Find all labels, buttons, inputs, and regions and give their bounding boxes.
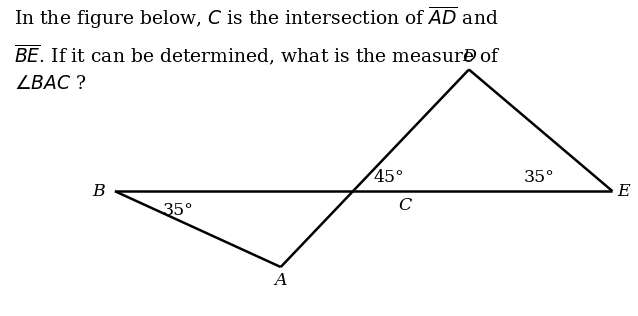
Text: 35°: 35° [163, 202, 193, 219]
Text: E: E [618, 183, 630, 200]
Text: B: B [93, 183, 105, 200]
Text: 45°: 45° [373, 169, 404, 186]
Text: A: A [274, 272, 287, 289]
Text: D: D [462, 48, 476, 65]
Text: In the figure below, $C$ is the intersection of $\overline{AD}$ and
$\overline{B: In the figure below, $C$ is the intersec… [14, 5, 501, 93]
Text: C: C [399, 198, 412, 215]
Text: 35°: 35° [523, 169, 554, 186]
